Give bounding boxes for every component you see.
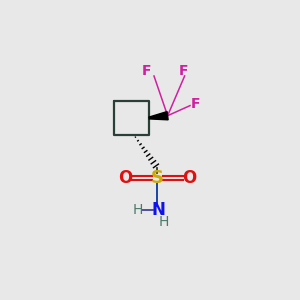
Text: O: O [118, 169, 132, 187]
Text: F: F [142, 64, 152, 78]
Text: H: H [159, 215, 169, 229]
Text: O: O [182, 169, 197, 187]
Text: S: S [151, 169, 164, 187]
Polygon shape [149, 112, 168, 120]
Text: F: F [191, 97, 200, 111]
Text: H: H [132, 203, 143, 218]
Text: N: N [152, 201, 165, 219]
Text: F: F [179, 64, 188, 78]
